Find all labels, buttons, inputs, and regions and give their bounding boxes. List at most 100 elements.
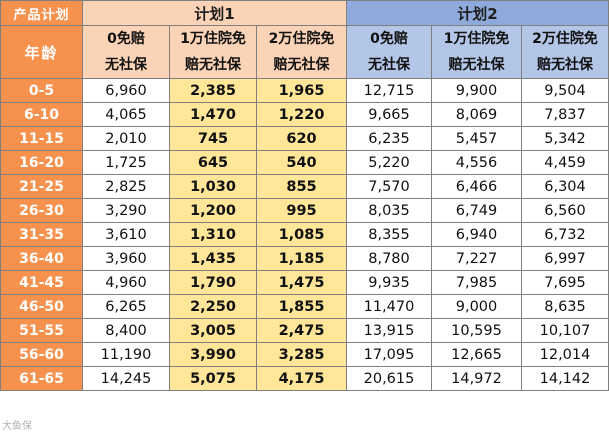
premium-cell: 745 bbox=[169, 126, 257, 151]
premium-cell: 1,725 bbox=[82, 150, 170, 175]
premium-cell: 8,400 bbox=[82, 318, 170, 343]
premium-cell: 1,855 bbox=[256, 294, 347, 319]
age-cell: 61-65 bbox=[0, 366, 83, 391]
premium-cell: 10,107 bbox=[521, 318, 609, 343]
age-cell: 56-60 bbox=[0, 342, 83, 367]
premium-cell: 5,220 bbox=[346, 150, 432, 175]
premium-cell: 1,790 bbox=[169, 270, 257, 295]
age-cell: 21-25 bbox=[0, 174, 83, 199]
premium-cell: 7,227 bbox=[431, 246, 522, 271]
premium-table: 产品计划 计划1 计划2 年龄 0免赔 无社保 1万住院免 赔无社保 2万住院免 赔无… bbox=[0, 0, 609, 391]
age-cell: 31-35 bbox=[0, 222, 83, 247]
premium-cell: 6,960 bbox=[82, 78, 170, 103]
premium-cell: 3,960 bbox=[82, 246, 170, 271]
premium-cell: 5,075 bbox=[169, 366, 257, 391]
age-cell: 0-5 bbox=[0, 78, 83, 103]
col-header-plan2-0-deductible: 0免赔 无社保 bbox=[346, 25, 432, 79]
premium-cell: 9,935 bbox=[346, 270, 432, 295]
premium-cell: 9,665 bbox=[346, 102, 432, 127]
premium-cell: 1,310 bbox=[169, 222, 257, 247]
premium-cell: 6,732 bbox=[521, 222, 609, 247]
premium-cell: 6,265 bbox=[82, 294, 170, 319]
premium-cell: 3,005 bbox=[169, 318, 257, 343]
premium-cell: 1,220 bbox=[256, 102, 347, 127]
premium-cell: 14,972 bbox=[431, 366, 522, 391]
premium-cell: 2,825 bbox=[82, 174, 170, 199]
premium-cell: 4,960 bbox=[82, 270, 170, 295]
premium-cell: 3,285 bbox=[256, 342, 347, 367]
premium-cell: 620 bbox=[256, 126, 347, 151]
premium-cell: 4,459 bbox=[521, 150, 609, 175]
watermark-logo: 大鱼保 bbox=[2, 421, 32, 432]
table-row: 46-50 6,265 2,250 1,855 11,470 9,000 8,635 bbox=[0, 294, 609, 319]
table-row: 56-60 11,190 3,990 3,285 17,095 12,665 12,014 bbox=[0, 342, 609, 367]
table-row: 16-20 1,725 645 540 5,220 4,556 4,459 bbox=[0, 150, 609, 175]
premium-cell: 6,304 bbox=[521, 174, 609, 199]
col-header-plan1-20k-deductible: 2万住院免 赔无社保 bbox=[256, 25, 347, 79]
premium-cell: 8,780 bbox=[346, 246, 432, 271]
premium-cell: 1,185 bbox=[256, 246, 347, 271]
age-cell: 11-15 bbox=[0, 126, 83, 151]
age-cell: 51-55 bbox=[0, 318, 83, 343]
col-header-plan2-10k-deductible: 1万住院免 赔无社保 bbox=[431, 25, 522, 79]
premium-cell: 8,069 bbox=[431, 102, 522, 127]
premium-cell: 9,000 bbox=[431, 294, 522, 319]
premium-cell: 10,595 bbox=[431, 318, 522, 343]
premium-cell: 1,470 bbox=[169, 102, 257, 127]
age-cell: 26-30 bbox=[0, 198, 83, 223]
premium-cell: 20,615 bbox=[346, 366, 432, 391]
premium-cell: 645 bbox=[169, 150, 257, 175]
premium-cell: 7,695 bbox=[521, 270, 609, 295]
premium-cell: 2,475 bbox=[256, 318, 347, 343]
table-row: 36-40 3,960 1,435 1,185 8,780 7,227 6,997 bbox=[0, 246, 609, 271]
premium-cell: 12,665 bbox=[431, 342, 522, 367]
premium-cell: 8,635 bbox=[521, 294, 609, 319]
premium-cell: 3,990 bbox=[169, 342, 257, 367]
premium-cell: 3,290 bbox=[82, 198, 170, 223]
premium-cell: 3,610 bbox=[82, 222, 170, 247]
age-cell: 41-45 bbox=[0, 270, 83, 295]
premium-cell: 8,035 bbox=[346, 198, 432, 223]
age-header: 年龄 bbox=[0, 25, 83, 79]
premium-cell: 4,175 bbox=[256, 366, 347, 391]
age-cell: 6-10 bbox=[0, 102, 83, 127]
premium-cell: 1,200 bbox=[169, 198, 257, 223]
plan-title-row: 产品计划 计划1 计划2 bbox=[0, 0, 609, 26]
premium-cell: 2,385 bbox=[169, 78, 257, 103]
table-row: 6-10 4,065 1,470 1,220 9,665 8,069 7,837 bbox=[0, 102, 609, 127]
premium-cell: 995 bbox=[256, 198, 347, 223]
premium-cell: 7,985 bbox=[431, 270, 522, 295]
premium-cell: 6,997 bbox=[521, 246, 609, 271]
premium-cell: 9,504 bbox=[521, 78, 609, 103]
premium-cell: 5,342 bbox=[521, 126, 609, 151]
plan2-header: 计划2 bbox=[346, 0, 609, 26]
table-row: 26-30 3,290 1,200 995 8,035 6,749 6,560 bbox=[0, 198, 609, 223]
table-row: 11-15 2,010 745 620 6,235 5,457 5,342 bbox=[0, 126, 609, 151]
plan1-header: 计划1 bbox=[82, 0, 347, 26]
premium-cell: 540 bbox=[256, 150, 347, 175]
col-header-plan2-20k-deductible: 2万住院免 赔无社保 bbox=[521, 25, 609, 79]
premium-cell: 12,715 bbox=[346, 78, 432, 103]
premium-cell: 11,190 bbox=[82, 342, 170, 367]
table-row: 0-5 6,960 2,385 1,965 12,715 9,900 9,504 bbox=[0, 78, 609, 103]
premium-cell: 2,010 bbox=[82, 126, 170, 151]
age-cell: 36-40 bbox=[0, 246, 83, 271]
table-row: 61-65 14,245 5,075 4,175 20,615 14,972 14,142 bbox=[0, 366, 609, 391]
premium-cell: 6,940 bbox=[431, 222, 522, 247]
premium-cell: 12,014 bbox=[521, 342, 609, 367]
column-header-row: 年龄 0免赔 无社保 1万住院免 赔无社保 2万住院免 赔无社保 0免赔 无社保 1万住… bbox=[0, 25, 609, 79]
premium-cell: 14,245 bbox=[82, 366, 170, 391]
col-header-plan1-0-deductible: 0免赔 无社保 bbox=[82, 25, 170, 79]
premium-cell: 6,235 bbox=[346, 126, 432, 151]
premium-cell: 6,466 bbox=[431, 174, 522, 199]
premium-cell: 14,142 bbox=[521, 366, 609, 391]
col-header-plan1-10k-deductible: 1万住院免 赔无社保 bbox=[169, 25, 257, 79]
premium-cell: 17,095 bbox=[346, 342, 432, 367]
premium-cell: 6,560 bbox=[521, 198, 609, 223]
age-cell: 46-50 bbox=[0, 294, 83, 319]
premium-cell: 4,065 bbox=[82, 102, 170, 127]
table-row: 31-35 3,610 1,310 1,085 8,355 6,940 6,732 bbox=[0, 222, 609, 247]
premium-cell: 7,570 bbox=[346, 174, 432, 199]
table-row: 41-45 4,960 1,790 1,475 9,935 7,985 7,695 bbox=[0, 270, 609, 295]
premium-cell: 13,915 bbox=[346, 318, 432, 343]
